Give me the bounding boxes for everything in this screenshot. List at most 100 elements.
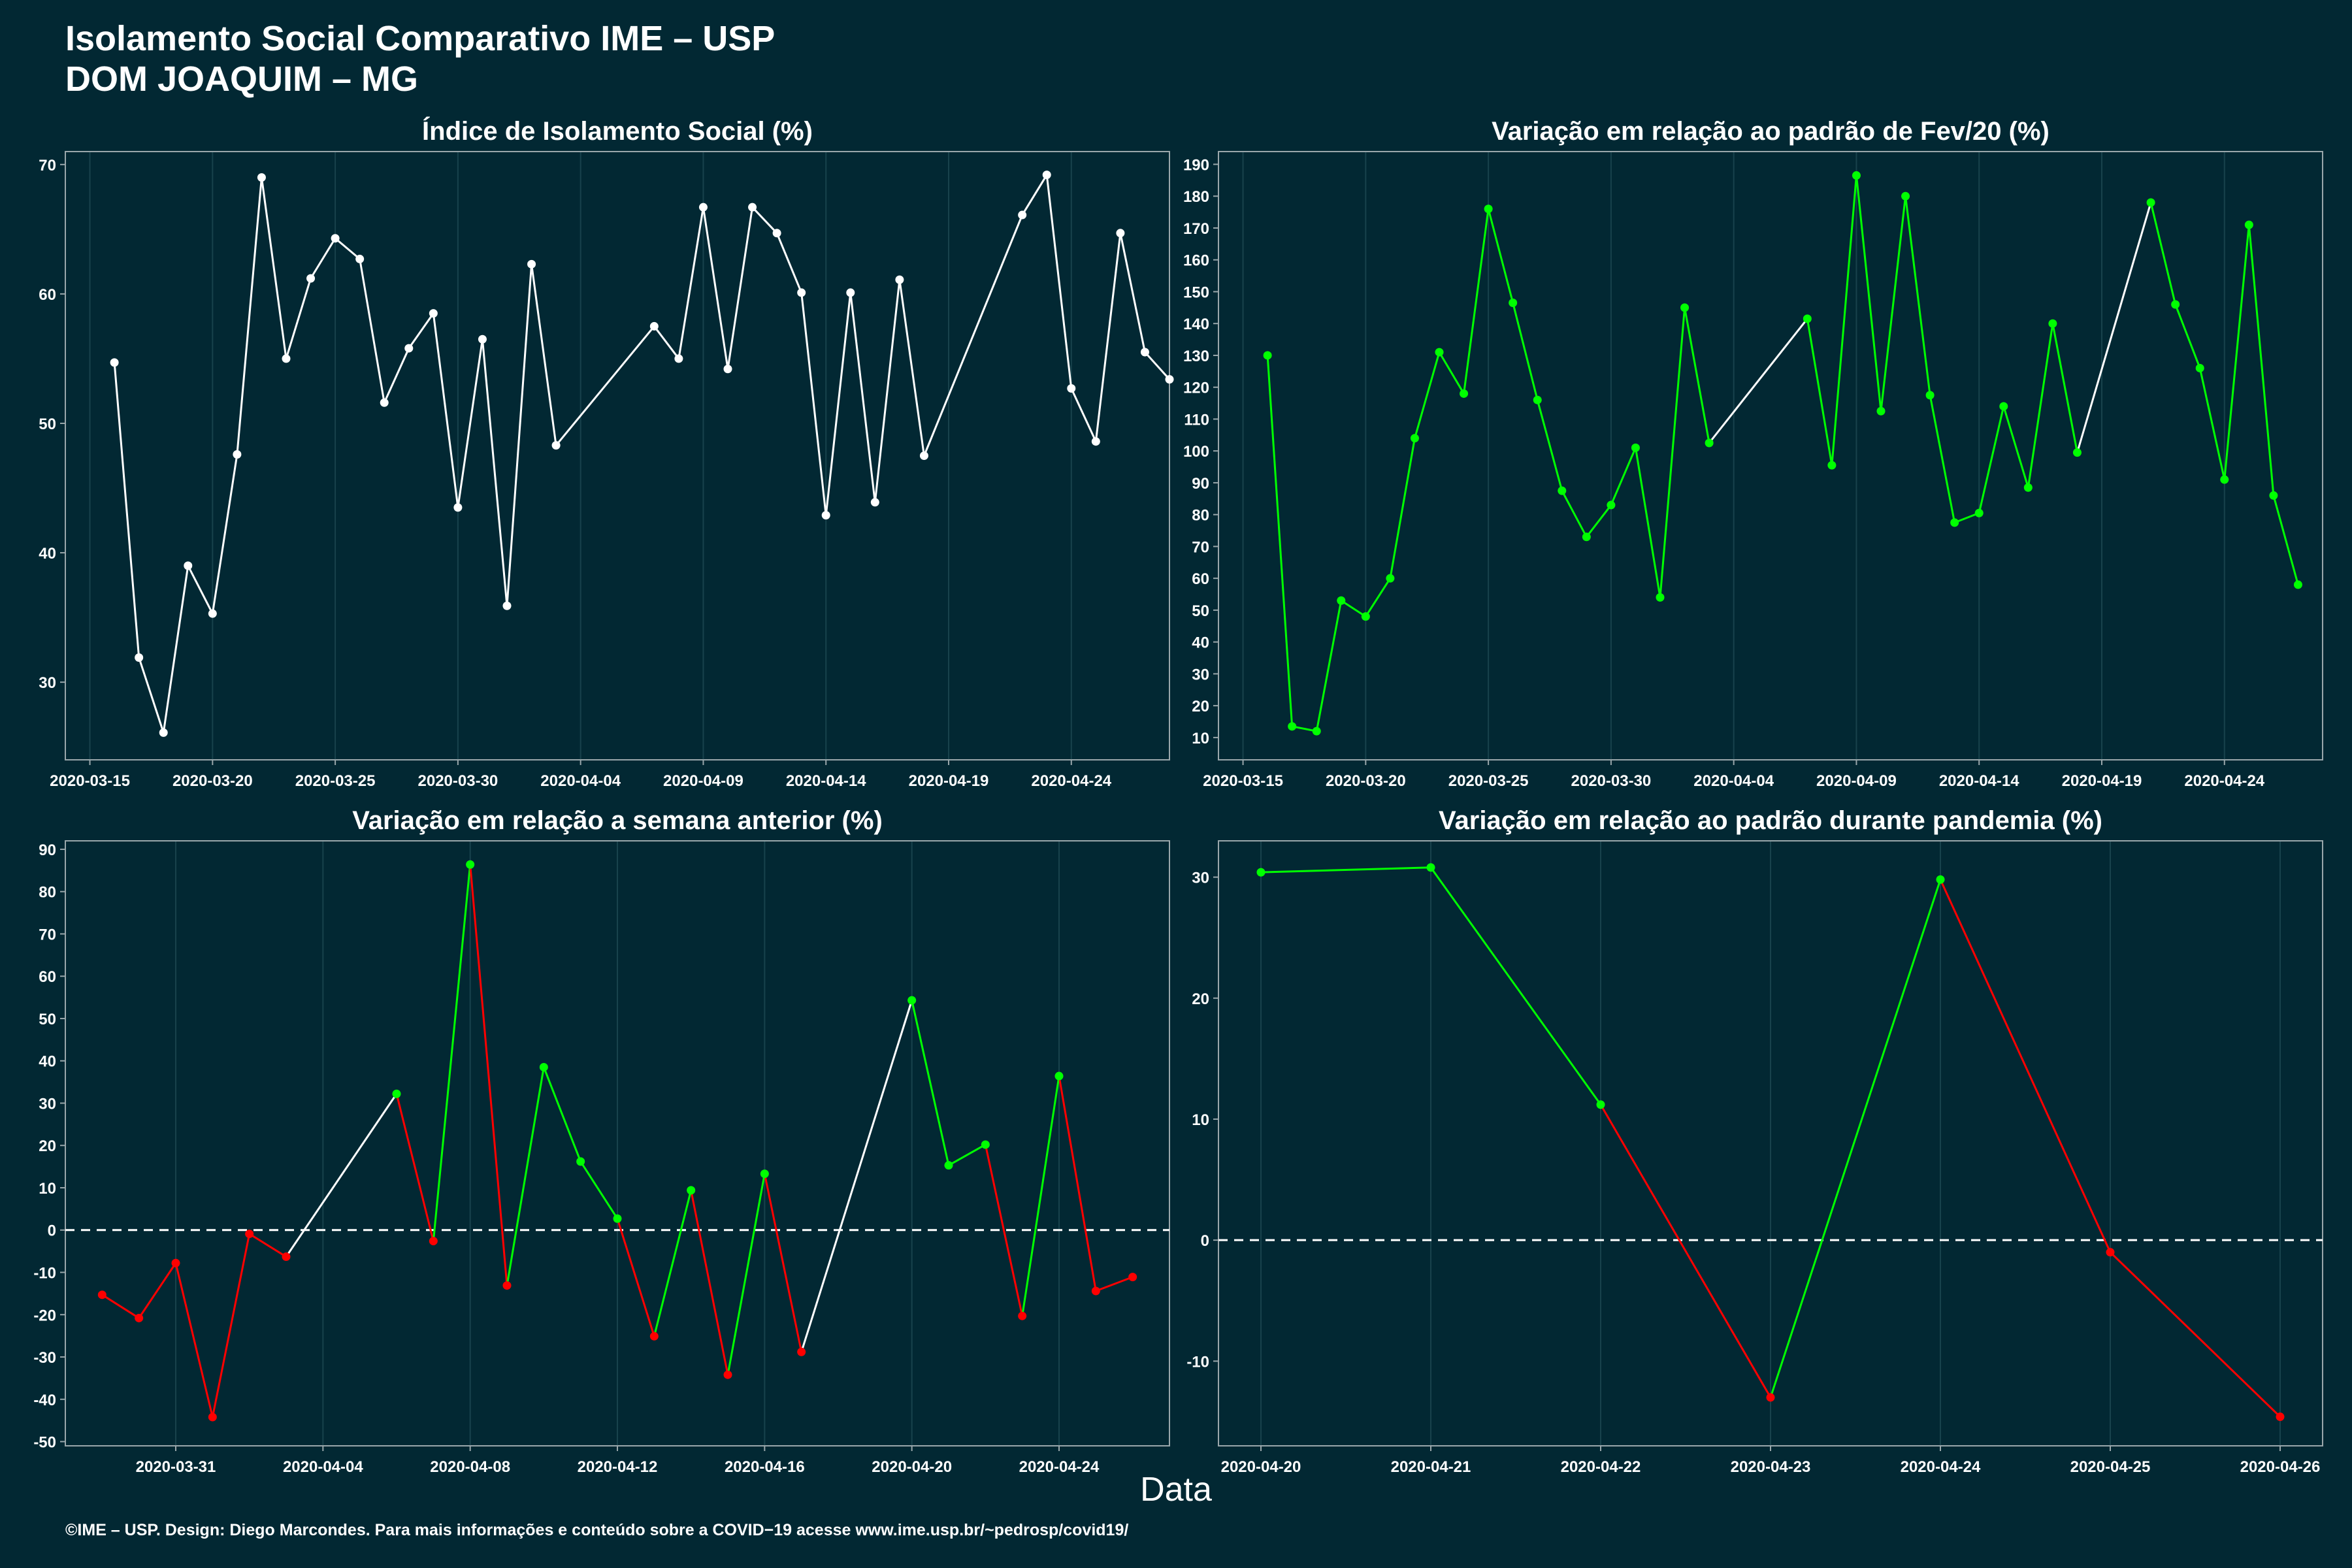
- x-tick-label: 2020-04-20: [1221, 1458, 1301, 1476]
- series-segment: [1340, 600, 1367, 617]
- chart-title: Variação em relação a semana anterior (%…: [352, 806, 883, 835]
- data-point: [1680, 303, 1690, 312]
- series-segment: [653, 325, 680, 359]
- x-tick-label: 2020-04-24: [2184, 772, 2264, 790]
- series-segment: [898, 279, 925, 456]
- data-point: [723, 1370, 732, 1379]
- data-point: [1460, 389, 1469, 398]
- series-segment: [1021, 1075, 1060, 1316]
- data-point: [1582, 532, 1591, 542]
- main-title-line2: DOM JOAQUIM – MG: [65, 59, 419, 99]
- series-segment: [1365, 578, 1392, 617]
- series-segment: [1389, 438, 1416, 579]
- series-segment: [1095, 1276, 1134, 1292]
- data-point: [2220, 475, 2229, 484]
- x-tick-label: 2020-04-08: [430, 1458, 510, 1476]
- series-segment: [923, 214, 1024, 457]
- series-segment: [580, 1161, 619, 1220]
- series-segment: [727, 1173, 766, 1375]
- series-segment: [1070, 387, 1097, 442]
- data-point: [1312, 727, 1321, 736]
- data-point: [1067, 384, 1076, 393]
- y-tick-label: 40: [39, 545, 56, 563]
- x-tick-label: 2020-03-25: [1448, 772, 1529, 790]
- data-point: [1042, 171, 1051, 180]
- series-segment: [211, 1233, 251, 1418]
- y-tick-label: 80: [1192, 507, 1209, 525]
- data-point: [1091, 437, 1100, 446]
- data-point: [257, 173, 266, 182]
- panel-border: [65, 840, 1170, 1446]
- data-point: [1116, 229, 1125, 238]
- x-tick-label: 2020-04-09: [663, 772, 743, 790]
- y-tick-label: 40: [39, 1053, 56, 1071]
- series-segment: [2051, 323, 2078, 453]
- series-segment: [2198, 368, 2226, 480]
- data-point: [135, 1313, 144, 1322]
- y-tick-label: 50: [39, 1011, 56, 1028]
- data-point: [1827, 461, 1837, 470]
- y-tick-label: 30: [39, 674, 56, 692]
- series-segment: [506, 1067, 545, 1286]
- data-point: [2244, 220, 2253, 229]
- series-segment: [1463, 208, 1490, 394]
- data-point: [453, 503, 463, 512]
- chart-title: Variação em relação ao padrão de Fev/20 …: [1492, 117, 2050, 146]
- x-tick-label: 2020-04-24: [1031, 772, 1111, 790]
- series-segment: [1586, 504, 1612, 538]
- y-tick-label: 190: [1183, 156, 1209, 174]
- data-point: [1288, 722, 1297, 731]
- series-segment: [248, 1233, 287, 1258]
- data-point: [355, 254, 365, 263]
- x-tick-label: 2020-04-04: [1693, 772, 1774, 790]
- y-tick-label: 50: [1192, 602, 1209, 620]
- data-point: [1974, 508, 1984, 517]
- data-point: [527, 259, 536, 269]
- panel-border: [1218, 840, 2323, 1446]
- series-segment: [948, 1143, 987, 1166]
- series-segment: [1119, 233, 1146, 353]
- data-point: [392, 1089, 401, 1098]
- series-segment: [702, 206, 729, 370]
- data-point: [1533, 395, 1542, 404]
- series-segment: [1144, 351, 1171, 380]
- data-point: [1925, 391, 1935, 400]
- x-tick-label: 2020-04-04: [540, 772, 621, 790]
- data-point: [1128, 1273, 1137, 1282]
- data-point: [97, 1290, 106, 1299]
- x-tick-label: 2020-03-30: [1571, 772, 1652, 790]
- data-point: [649, 1331, 659, 1341]
- series-segment: [113, 362, 140, 658]
- data-point: [944, 1161, 953, 1170]
- series-segment: [1659, 307, 1686, 598]
- series-segment: [101, 1294, 140, 1319]
- data-point: [1165, 375, 1174, 384]
- data-point: [846, 288, 855, 297]
- y-tick-label: 90: [39, 841, 56, 859]
- series-segment: [285, 1093, 398, 1258]
- y-tick-label: 120: [1183, 380, 1209, 397]
- data-point: [1140, 348, 1149, 357]
- data-point: [760, 1169, 769, 1179]
- series-segment: [542, 1066, 582, 1162]
- series-segment: [1266, 355, 1294, 727]
- data-point: [895, 275, 904, 284]
- data-point: [1337, 596, 1346, 605]
- series-segment: [1599, 1103, 1772, 1398]
- data-point: [159, 728, 168, 737]
- y-tick-label: 30: [1192, 870, 1209, 887]
- x-tick-label: 2020-04-16: [725, 1458, 805, 1476]
- data-point: [1426, 863, 1435, 872]
- series-segment: [395, 1093, 434, 1241]
- series-segment: [174, 1262, 214, 1418]
- y-tick-label: 10: [1192, 730, 1209, 747]
- data-point: [821, 511, 830, 520]
- series-segment: [2272, 495, 2299, 585]
- series-segment: [874, 279, 901, 502]
- data-point: [380, 398, 389, 407]
- x-tick-label: 2020-03-31: [136, 1458, 216, 1476]
- x-tick-label: 2020-04-26: [2240, 1458, 2321, 1476]
- x-tick-label: 2020-04-09: [1816, 772, 1897, 790]
- series-segment: [616, 1218, 655, 1337]
- data-point: [478, 335, 487, 344]
